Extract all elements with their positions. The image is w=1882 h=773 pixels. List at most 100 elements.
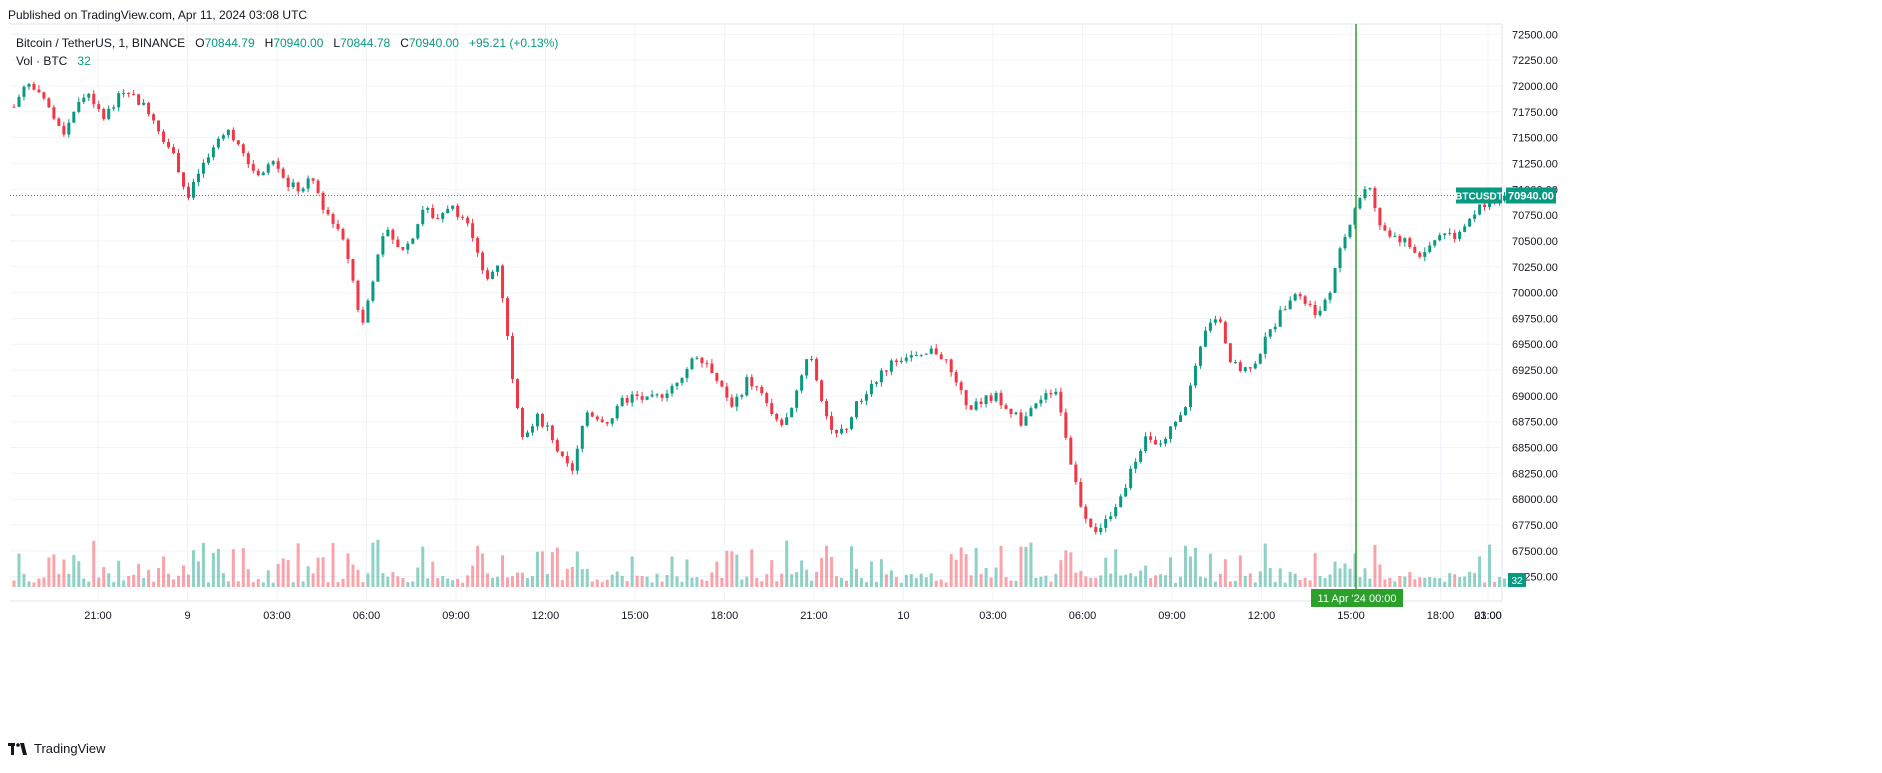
volume-bar	[1034, 577, 1038, 587]
candle-body	[1084, 506, 1088, 519]
volume-bar	[1104, 557, 1108, 587]
candle-body	[540, 413, 544, 427]
volume-bar	[1438, 578, 1442, 587]
volume-bar	[515, 572, 519, 587]
candle-body	[545, 425, 549, 427]
volume-bar	[1124, 574, 1128, 587]
volume-bar	[894, 576, 898, 587]
candle-body	[481, 252, 485, 271]
candle-body	[884, 370, 888, 372]
legend-ohlc-row: Bitcoin / TetherUS, 1, BINANCE O70844.79…	[16, 34, 558, 52]
volume-bar	[1423, 577, 1427, 587]
legend-low-value: 70844.78	[340, 36, 391, 50]
candle-body	[127, 92, 131, 94]
candle-body	[964, 390, 968, 406]
volume-bar	[845, 580, 849, 587]
candle-body	[954, 372, 958, 383]
volume-bar	[1149, 578, 1153, 587]
volume-bar	[236, 581, 240, 587]
volume-bar	[790, 574, 794, 587]
price-tag-value-box	[1506, 187, 1556, 204]
candle-body	[366, 300, 370, 323]
candle-body	[585, 412, 589, 426]
candle-body	[1288, 300, 1292, 310]
candle-body	[316, 180, 320, 193]
volume-bar	[1174, 582, 1178, 587]
volume-bar	[795, 572, 799, 587]
candle-body	[1124, 487, 1128, 497]
volume-bar	[555, 547, 559, 587]
candle-body	[406, 243, 410, 250]
candle-body	[466, 217, 470, 224]
candle-body	[1258, 353, 1262, 364]
volume-bar	[142, 578, 146, 587]
candle-body	[874, 382, 878, 384]
volume-bar	[700, 579, 704, 587]
x-tick-label: 03:00	[979, 610, 1007, 622]
chart-legend: Bitcoin / TetherUS, 1, BINANCE O70844.79…	[16, 34, 558, 70]
y-tick-label: 68500.00	[1512, 443, 1558, 455]
volume-bar	[396, 576, 400, 587]
candle-body	[999, 392, 1003, 406]
candle-body	[162, 131, 166, 143]
candle-body	[1044, 393, 1048, 400]
volume-bar	[695, 577, 699, 587]
y-tick-label: 68750.00	[1512, 417, 1558, 429]
legend-open-label: O	[195, 36, 205, 50]
candle-body	[1383, 225, 1387, 231]
candle-body	[615, 405, 619, 419]
candle-body	[590, 412, 594, 417]
candle-body	[770, 403, 774, 414]
candle-body	[695, 357, 699, 359]
volume-bar	[127, 576, 131, 587]
candle-body	[201, 162, 205, 174]
candle-body	[231, 129, 235, 141]
volume-bar	[615, 571, 619, 587]
legend-open-value: 70844.79	[204, 36, 255, 50]
candle-body	[186, 186, 190, 198]
candle-body	[216, 138, 220, 148]
volume-bar	[1473, 573, 1477, 587]
volume-bar	[421, 546, 425, 587]
volume-bar	[376, 539, 380, 587]
volume-bar	[251, 582, 255, 587]
candle-body	[246, 153, 250, 165]
candle-body	[1223, 321, 1227, 344]
volume-bar	[879, 559, 883, 587]
tradingview-footer[interactable]: TradingView	[8, 741, 106, 756]
volume-bar	[326, 582, 330, 587]
volume-bar	[1238, 555, 1242, 587]
candle-body	[800, 375, 804, 391]
candle-body	[356, 280, 360, 310]
volume-bar	[1338, 568, 1342, 587]
volume-bar	[1273, 581, 1277, 587]
candle-body	[680, 378, 684, 383]
volume-bar	[1159, 574, 1163, 587]
candle-body	[949, 359, 953, 373]
candle-body	[1268, 329, 1272, 337]
volume-bar	[1263, 543, 1267, 587]
volume-bar	[137, 563, 141, 587]
volume-bar	[281, 558, 285, 587]
candle-body	[904, 357, 908, 361]
candle-body	[914, 355, 918, 357]
volume-bar	[461, 582, 465, 587]
price-tag-symbol: BTCUSDT	[1455, 191, 1503, 202]
candle-body	[511, 336, 515, 380]
candle-body	[1438, 235, 1442, 241]
candle-body	[939, 354, 943, 360]
candle-body	[1358, 198, 1362, 209]
volume-bar	[560, 579, 564, 587]
candle-body	[281, 168, 285, 178]
candle-body	[321, 192, 325, 210]
volume-bar	[1293, 573, 1297, 587]
candle-body	[266, 164, 270, 173]
candle-body	[72, 111, 76, 123]
candle-body	[461, 216, 465, 218]
legend-close-label: C	[400, 36, 409, 50]
volume-bar	[1358, 577, 1362, 587]
candle-body	[1208, 322, 1212, 331]
candle-body	[1144, 436, 1148, 452]
